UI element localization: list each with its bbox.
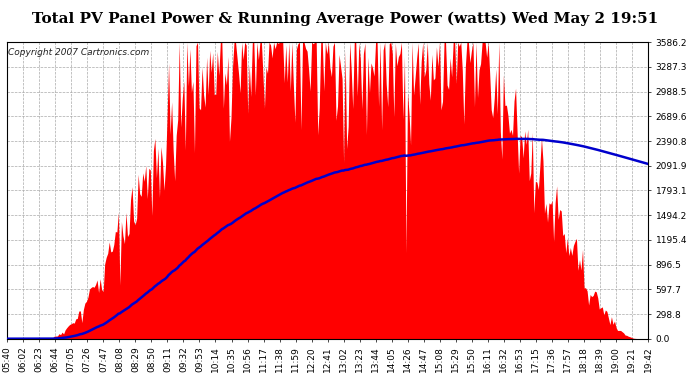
Text: Copyright 2007 Cartronics.com: Copyright 2007 Cartronics.com	[8, 48, 149, 57]
Text: Total PV Panel Power & Running Average Power (watts) Wed May 2 19:51: Total PV Panel Power & Running Average P…	[32, 11, 658, 26]
